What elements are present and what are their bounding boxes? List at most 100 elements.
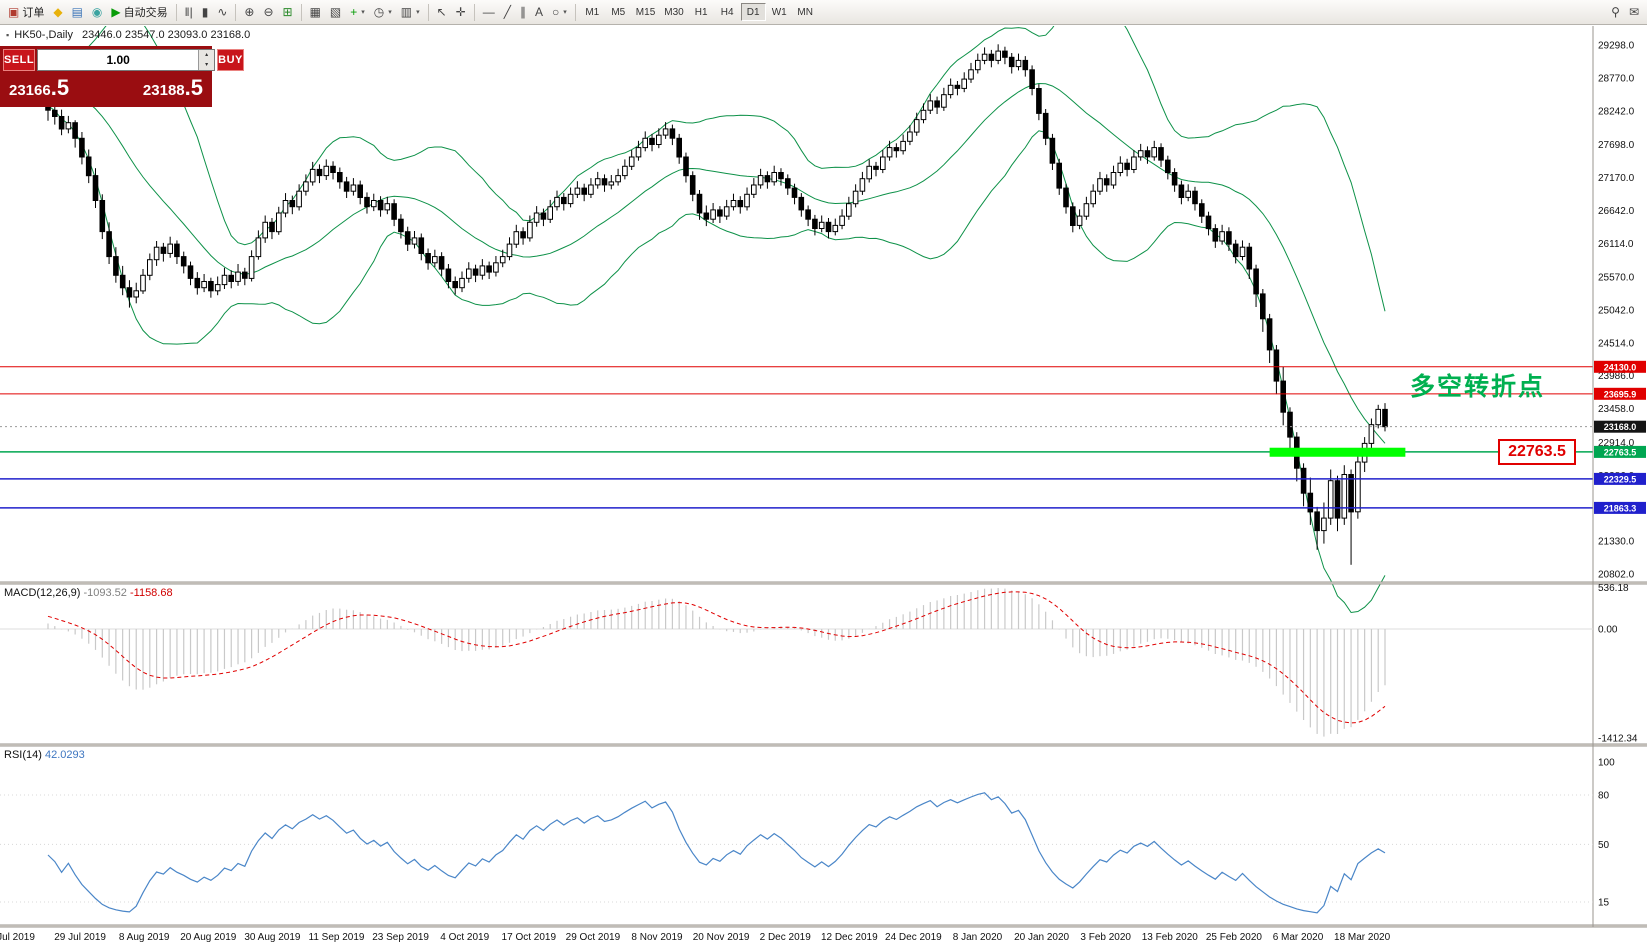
metaeditor-icon: ◆ [53, 5, 63, 19]
candlestick-chart-button[interactable]: ▮ [198, 2, 213, 22]
macd-name: MACD(12,26,9) [4, 587, 81, 599]
svg-text:22329.5: 22329.5 [1604, 474, 1637, 484]
macd-signal-value: -1158.68 [129, 587, 173, 599]
macd-axis[interactable]: 536.18 0.00 -1412.34 [1598, 583, 1638, 744]
zoom-in-button[interactable]: ⊕ [240, 2, 258, 22]
date-axis-label: 6 Mar 2020 [1273, 932, 1324, 943]
autotrading-button[interactable]: ▶ 自动交易 [107, 2, 171, 22]
symbol-name: HK50-,Daily [14, 29, 73, 41]
chart-window: 29298.0 28770.0 28242.0 27698.0 27170.0 26642… [0, 26, 1647, 947]
rsi-value: 42.0293 [44, 749, 85, 761]
text-tool-button[interactable]: A [531, 2, 547, 22]
timeframe-button-m30[interactable]: M30 [660, 3, 687, 21]
chart-ohlc-header: ▪ HK50-,Daily 23446.0 23547.0 23093.0 23… [6, 29, 250, 41]
autotrading-button-label: 自动交易 [123, 7, 168, 19]
zoom-in-icon: ⊕ [244, 5, 255, 19]
date-axis-label: 20 Nov 2019 [693, 932, 750, 943]
macd-main-value: -1093.52 [83, 587, 127, 599]
timeframe-button-d1[interactable]: D1 [740, 3, 766, 21]
add-indicator-button[interactable]: + ▾ [346, 2, 369, 22]
timeframe-button-h1[interactable]: H1 [689, 3, 714, 21]
timeframe-button-mn[interactable]: MN [793, 3, 818, 21]
timeframe-button-w1[interactable]: W1 [767, 3, 792, 21]
panel-dividers[interactable] [0, 26, 1647, 928]
price-axis[interactable]: 29298.0 28770.0 28242.0 27698.0 27170.0 26642… [1598, 41, 1635, 581]
rsi-name: RSI(14) [4, 749, 42, 761]
volume-box: ▴ ▾ [37, 49, 216, 71]
date-axis-label: 8 Aug 2019 [119, 932, 170, 943]
zoom-out-button[interactable]: ⊖ [259, 2, 277, 22]
date-axis-label: 13 Feb 2020 [1142, 932, 1199, 943]
volume-increase-button[interactable]: ▴ [199, 50, 215, 60]
one-click-trading-panel: SELL ▴ ▾ BUY 23166.5 23188.5 [0, 46, 244, 107]
macd-axis-label: 536.18 [1598, 583, 1629, 594]
volume-decrease-button[interactable]: ▾ [199, 60, 215, 70]
date-axis-label: 29 Oct 2019 [566, 932, 621, 943]
svg-text:23695.9: 23695.9 [1604, 389, 1637, 399]
horizontal-line-button[interactable]: — [479, 2, 499, 22]
timeframe-button-m15[interactable]: M15 [632, 3, 659, 21]
trendline-icon: ╱ [503, 5, 512, 19]
timeframe-button-h4[interactable]: H4 [715, 3, 740, 21]
date-axis-label: 18 Mar 2020 [1334, 932, 1391, 943]
macd-indicator-header: MACD(12,26,9) -1093.52 -1158.68 [4, 587, 173, 599]
channel-icon: ∥ [520, 5, 527, 19]
date-axis[interactable]: Jul 2019 29 Jul 2019 8 Aug 2019 20 Aug 2019… [0, 932, 1391, 943]
macd-panel [0, 588, 1593, 737]
chat-button[interactable]: ✉ [1625, 2, 1643, 22]
timeframe-button-m1[interactable]: M1 [580, 3, 605, 21]
date-axis-label: 17 Oct 2019 [502, 932, 557, 943]
periods-button[interactable]: ◷ ▾ [370, 2, 396, 22]
price-chart[interactable]: 29298.0 28770.0 28242.0 27698.0 27170.0 26642… [0, 26, 1647, 947]
cursor-button[interactable]: ↖ [433, 2, 451, 22]
timeframe-button-m5[interactable]: M5 [606, 3, 631, 21]
price-axis-label: 23986.0 [1598, 371, 1635, 382]
date-axis-label: 8 Nov 2019 [631, 932, 683, 943]
crosshair-button[interactable]: ✛ [452, 2, 470, 22]
volume-input[interactable] [38, 50, 199, 70]
grid-button[interactable]: ⊞ [279, 2, 297, 22]
templates-button[interactable]: ▥ ▾ [397, 2, 424, 22]
highlight-bar[interactable] [1269, 447, 1406, 457]
charts-button[interactable]: ▤ [68, 2, 87, 22]
price-tag [1594, 360, 1646, 373]
macd-axis-label: -1412.34 [1598, 734, 1638, 745]
trendline-button[interactable]: ╱ [500, 2, 515, 22]
symbol-marker-icon: ▪ [6, 30, 10, 40]
rsi-axis-label: 50 [1598, 840, 1610, 851]
horizontal-line-icon: — [482, 5, 495, 19]
price-axis-label: 21330.0 [1598, 537, 1635, 548]
price-axis-label: 25042.0 [1598, 305, 1635, 316]
rsi-axis[interactable]: 100 80 50 15 [1598, 758, 1615, 909]
price-axis-label: 29298.0 [1598, 41, 1635, 52]
candlestick-chart-icon: ▮ [201, 5, 209, 19]
volume-stepper: ▴ ▾ [198, 50, 215, 70]
chart-annotation-text[interactable]: 多空转折点 [1410, 374, 1546, 401]
shapes-button[interactable]: ○ ▾ [548, 2, 571, 22]
sell-button[interactable]: SELL [3, 49, 36, 71]
new-order-button[interactable]: ▣ 订单 [4, 2, 48, 22]
price-label-box[interactable]: 22763.5 [1498, 439, 1576, 465]
bar-chart-button[interactable]: ‖| [181, 2, 197, 22]
toolbar-separator [175, 3, 177, 21]
cascade-windows-button[interactable]: ▧ [326, 2, 345, 22]
price-axis-label: 23458.0 [1598, 404, 1635, 415]
dropdown-arrow-icon: ▾ [361, 9, 365, 16]
dropdown-arrow-icon: ▾ [388, 9, 392, 16]
bar-chart-icon: ‖| [184, 5, 193, 19]
date-axis-label: 20 Jan 2020 [1014, 932, 1069, 943]
price-axis-label: 27170.0 [1598, 173, 1635, 184]
tile-windows-button[interactable]: ▦ [306, 2, 325, 22]
horizontal-level-lines[interactable] [0, 366, 1593, 509]
search-button[interactable]: ⚲ [1607, 2, 1624, 22]
bid-ask-prices: 23166.5 23188.5 [3, 71, 209, 104]
line-chart-button[interactable]: ∿ [213, 2, 231, 22]
price-axis-label: 26642.0 [1598, 206, 1635, 217]
channel-button[interactable]: ∥ [516, 2, 530, 22]
buy-button[interactable]: BUY [217, 49, 244, 71]
cascade-windows-icon: ▧ [329, 5, 342, 19]
metaeditor-button[interactable]: ◆ [49, 2, 66, 22]
community-button[interactable]: ◉ [88, 2, 106, 22]
price-axis-label: 22914.0 [1598, 438, 1635, 449]
buy-price: 23188.5 [142, 75, 203, 100]
